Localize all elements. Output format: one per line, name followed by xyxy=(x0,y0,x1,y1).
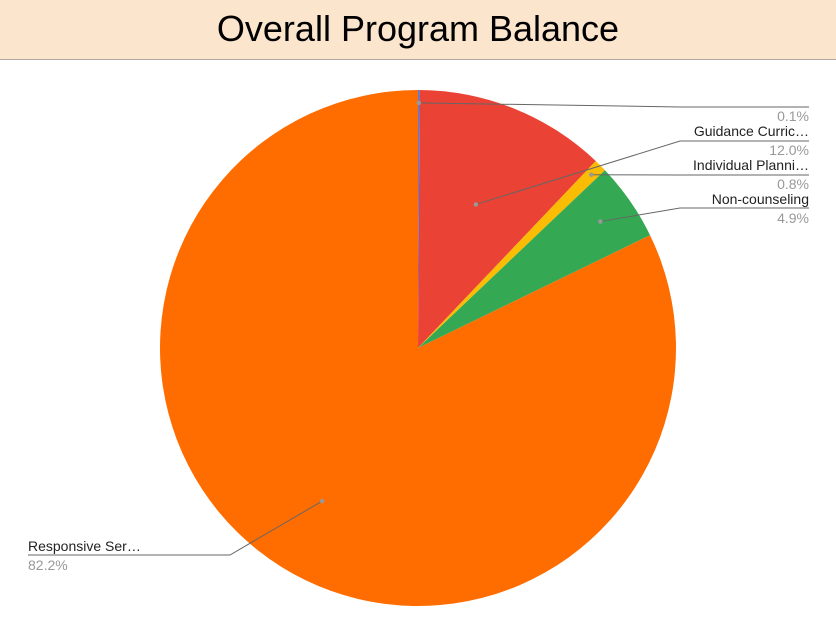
slice-value-label-4: 82.2% xyxy=(28,557,68,573)
chart-header: Overall Program Balance xyxy=(0,0,836,60)
leader-dot-2 xyxy=(589,172,594,177)
pie-slice-1 xyxy=(418,90,596,348)
leader-line-0 xyxy=(418,102,809,108)
leader-line-1 xyxy=(475,140,809,205)
slice-value-label-2: 0.8% xyxy=(777,176,809,192)
chart-title: Overall Program Balance xyxy=(216,8,620,49)
leader-line-4 xyxy=(28,500,323,556)
slice-value-label-0: 0.1% xyxy=(777,108,809,124)
slice-label-1: Guidance Curric… xyxy=(694,123,809,139)
slice-label-2: Individual Planni… xyxy=(693,157,809,173)
leader-dot-0 xyxy=(416,100,421,106)
slice-label-4: Responsive Ser… xyxy=(28,538,141,554)
leader-dot-3 xyxy=(598,219,603,224)
slice-value-label-1: 12.0% xyxy=(769,142,809,158)
leader-line-3 xyxy=(600,207,809,223)
slice-label-3: Non-counseling xyxy=(712,191,809,207)
leader-dot-4 xyxy=(319,498,325,504)
pie-slice-4 xyxy=(159,90,677,606)
pie-slice-0 xyxy=(418,90,420,348)
slice-value-label-3: 4.9% xyxy=(777,210,809,226)
pie-slice-2 xyxy=(418,161,605,348)
leader-dot-1 xyxy=(473,202,479,207)
pie-slice-3 xyxy=(418,170,651,348)
